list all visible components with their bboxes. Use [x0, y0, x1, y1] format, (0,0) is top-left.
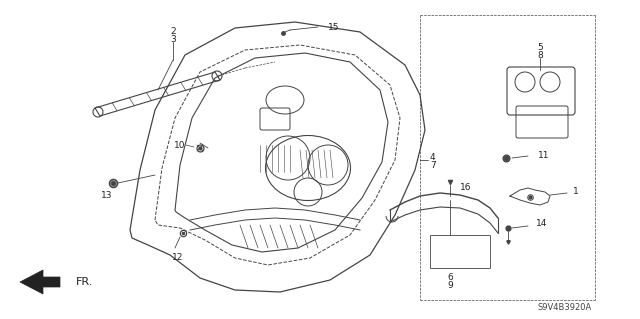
Text: 7: 7 — [430, 160, 436, 169]
Text: 1: 1 — [573, 188, 579, 197]
Text: FR.: FR. — [76, 277, 93, 287]
Text: 5: 5 — [537, 43, 543, 53]
Text: 16: 16 — [460, 183, 472, 192]
Text: 3: 3 — [170, 35, 176, 44]
Text: 13: 13 — [101, 191, 113, 201]
Text: 11: 11 — [538, 152, 550, 160]
Text: 15: 15 — [328, 23, 339, 32]
Text: 4: 4 — [430, 153, 436, 162]
Polygon shape — [20, 270, 60, 294]
Text: 9: 9 — [447, 281, 453, 291]
Text: 10: 10 — [173, 140, 185, 150]
Text: 2: 2 — [170, 27, 176, 36]
Text: 14: 14 — [536, 219, 547, 228]
Text: 12: 12 — [172, 254, 184, 263]
Text: S9V4B3920A: S9V4B3920A — [538, 303, 592, 313]
Text: 6: 6 — [447, 273, 453, 283]
Text: 8: 8 — [537, 51, 543, 61]
